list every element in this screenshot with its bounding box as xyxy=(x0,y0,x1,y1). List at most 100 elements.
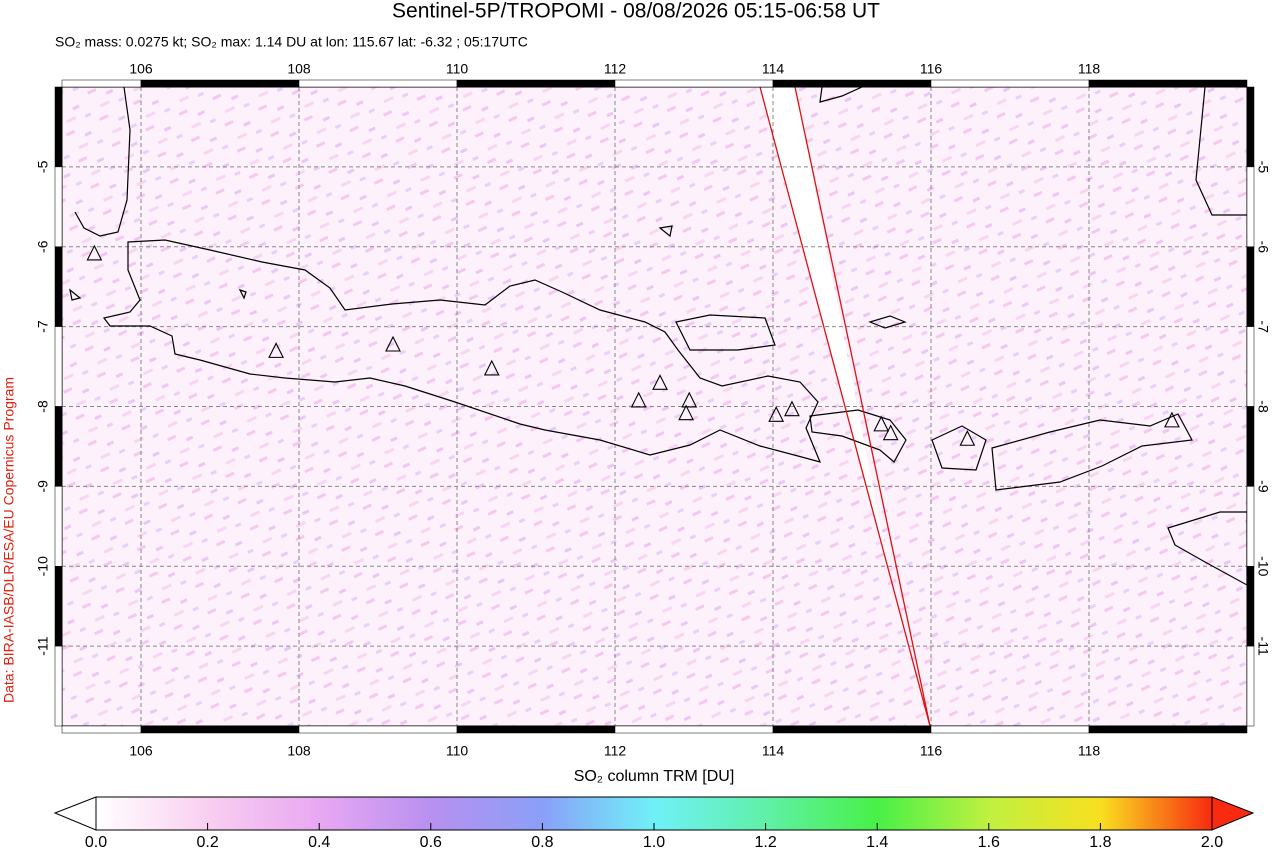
y-tick-label: -5 xyxy=(35,160,51,173)
y-tick-label: -7 xyxy=(1255,320,1271,333)
colorbar-tick-label: 1.6 xyxy=(978,834,1000,851)
colorbar-tick-label: 0.4 xyxy=(308,834,330,851)
frame-segment xyxy=(140,725,300,734)
frame-segment xyxy=(54,86,63,168)
frame-segment xyxy=(1246,406,1255,487)
orbit-edge xyxy=(794,87,931,726)
frame-segment xyxy=(61,79,142,88)
frame-segment xyxy=(456,725,616,734)
x-tick-label: 112 xyxy=(604,61,627,77)
frame-segment xyxy=(772,79,932,88)
coastline-sumba xyxy=(1167,511,1247,586)
coastline-java xyxy=(102,239,822,463)
subtitle: SO₂ mass: 0.0275 kt; SO₂ max: 1.14 DU at… xyxy=(55,34,528,50)
grid xyxy=(62,87,1247,726)
coastline-sumbawa xyxy=(991,413,1193,491)
y-tick-label: -10 xyxy=(35,556,51,576)
colorbar-min-arrow xyxy=(53,796,97,831)
frame-segment xyxy=(1246,566,1255,647)
coastline-sumatra xyxy=(69,87,131,301)
volcano xyxy=(652,374,668,390)
y-tick-label: -9 xyxy=(35,480,51,493)
y-tick-label: -6 xyxy=(1255,241,1271,254)
x-tick-label: 112 xyxy=(604,743,627,759)
volcano xyxy=(1164,411,1180,428)
frame-segment xyxy=(298,79,458,88)
frame-segment xyxy=(54,406,63,487)
frame-segment xyxy=(930,725,1090,734)
frame-segment xyxy=(930,79,1090,88)
colorbar-tick-label: 0.8 xyxy=(531,834,553,851)
colorbar-tick-label: 0.2 xyxy=(196,834,218,851)
volcano xyxy=(784,400,800,417)
x-tick-label: 114 xyxy=(762,61,785,77)
x-tick-label: 116 xyxy=(920,61,943,77)
y-tick-label: -8 xyxy=(1255,400,1271,413)
volcano xyxy=(873,415,890,432)
frame-segment xyxy=(54,645,63,727)
colorbar-tick-label: 1.2 xyxy=(754,834,776,851)
frame-segment xyxy=(772,725,932,734)
frame-bars xyxy=(54,79,1255,734)
y-tick-label: -11 xyxy=(35,636,51,655)
frame-segment xyxy=(1088,725,1248,734)
x-tick-label: 114 xyxy=(762,743,785,759)
frame-segment xyxy=(140,79,300,88)
volcano xyxy=(268,342,284,358)
y-tick-label: -9 xyxy=(1255,480,1271,493)
frame-segment xyxy=(54,486,63,567)
volcano xyxy=(681,391,698,408)
x-tick-label: 110 xyxy=(446,61,469,77)
frame-segment xyxy=(1246,326,1255,407)
frame-segment xyxy=(54,326,63,407)
frame-segment xyxy=(1246,486,1255,567)
x-tick-label: 106 xyxy=(129,61,153,77)
frame-segment xyxy=(298,725,458,734)
frame-segment xyxy=(1246,645,1255,727)
volcano xyxy=(882,424,899,441)
volcanoes xyxy=(86,244,1180,446)
frame-segment xyxy=(1088,79,1248,88)
frame-segment xyxy=(54,566,63,647)
volcano xyxy=(385,335,401,352)
x-tick-label: 106 xyxy=(129,743,153,759)
x-tick-label: 108 xyxy=(287,61,311,77)
y-tick-label: -10 xyxy=(1255,556,1271,576)
colorbar-tick-label: 2.0 xyxy=(1201,834,1223,851)
y-tick-label: -8 xyxy=(35,400,51,413)
colorbar-max-arrow xyxy=(1211,796,1255,831)
coastline-madura xyxy=(675,314,776,351)
x-tick-label: 118 xyxy=(1078,61,1101,77)
credit: Data: BIRA-IASB/DLR/ESA/EU Copernicus Pr… xyxy=(1,377,17,703)
volcano xyxy=(630,391,647,408)
frame-segment xyxy=(54,246,63,327)
coastline-islets xyxy=(238,225,907,329)
map-area xyxy=(62,87,1247,726)
colorbar-tick-label: 0.0 xyxy=(85,834,107,851)
x-tick-label: 116 xyxy=(920,743,943,759)
colorbar: SO₂ column TRM [DU] 0.0 0.2 0.4 0.6 0.8 1.0 1.… xyxy=(53,768,1255,851)
frame-segment xyxy=(54,166,63,247)
x-tick-label: 110 xyxy=(446,743,469,759)
colorbar-tick-label: 1.0 xyxy=(643,834,665,851)
colorbar-tick-label: 1.8 xyxy=(1089,834,1111,851)
frame-segment xyxy=(456,79,616,88)
y-tick-label: -6 xyxy=(35,240,51,253)
frame-segment xyxy=(614,79,774,88)
volcano xyxy=(483,359,500,376)
volcano xyxy=(959,430,976,446)
x-tick-label: 118 xyxy=(1078,743,1101,759)
volcano xyxy=(768,406,785,422)
y-tick-label: -11 xyxy=(1255,637,1271,656)
coastline-bali xyxy=(809,409,907,463)
y-tick-label: -5 xyxy=(1255,161,1271,174)
coastline-lombok xyxy=(931,425,987,471)
frame-segment xyxy=(1246,86,1255,168)
frame-segment xyxy=(61,725,142,734)
axis-labels: 106 106 108 108 110 110 112 112 114 114 116 116 118 1… xyxy=(35,61,1272,759)
y-tick-label: -7 xyxy=(35,320,51,333)
colorbar-tick-label: 0.6 xyxy=(420,834,442,851)
volcano xyxy=(678,404,694,421)
frame-segment xyxy=(1246,166,1255,247)
